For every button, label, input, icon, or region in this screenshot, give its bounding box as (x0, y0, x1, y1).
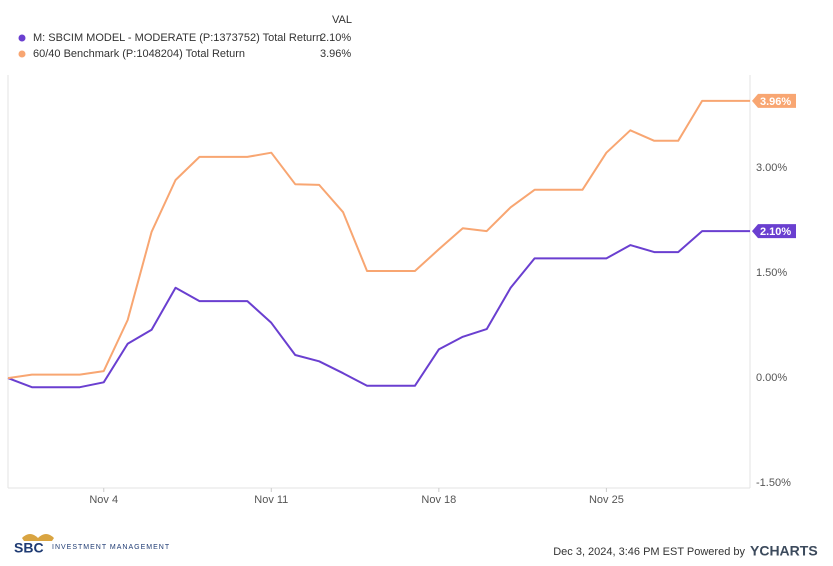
x-tick-label: Nov 11 (254, 494, 288, 506)
x-tick-label: Nov 4 (89, 494, 118, 506)
legend-label: 60/40 Benchmark (P:1048204) Total Return (33, 48, 245, 60)
sbc-logo: SBC INVESTMENT MANAGEMENT (14, 534, 170, 556)
logo-sub: INVESTMENT MANAGEMENT (52, 544, 170, 551)
footer-brand: YCHARTS (750, 543, 818, 559)
end-flag (752, 93, 796, 108)
logo-text: SBC (14, 540, 44, 556)
legend-value: 2.10% (320, 32, 351, 44)
legend-value: 3.96% (320, 48, 351, 60)
series-line (7, 230, 750, 389)
x-tick-label: Nov 18 (421, 494, 456, 506)
y-tick-label: 0.00% (756, 372, 787, 384)
x-tick-label: Nov 25 (589, 494, 624, 506)
legend-swatch (18, 50, 26, 58)
y-tick-label: -1.50% (756, 477, 791, 489)
end-flag-label: 2.10% (760, 226, 791, 238)
legend-swatch (18, 34, 26, 42)
footer-timestamp: Dec 3, 2024, 3:46 PM EST Powered by (553, 546, 745, 558)
series-line (7, 99, 750, 380)
y-tick-label: 1.50% (756, 267, 787, 279)
end-flag-label: 3.96% (760, 96, 791, 108)
y-tick-label: 3.00% (756, 162, 787, 174)
end-flag (752, 224, 796, 239)
legend-label: M: SBCIM MODEL - MODERATE (P:1373752) To… (33, 32, 322, 44)
legend-header: VAL (332, 14, 352, 26)
